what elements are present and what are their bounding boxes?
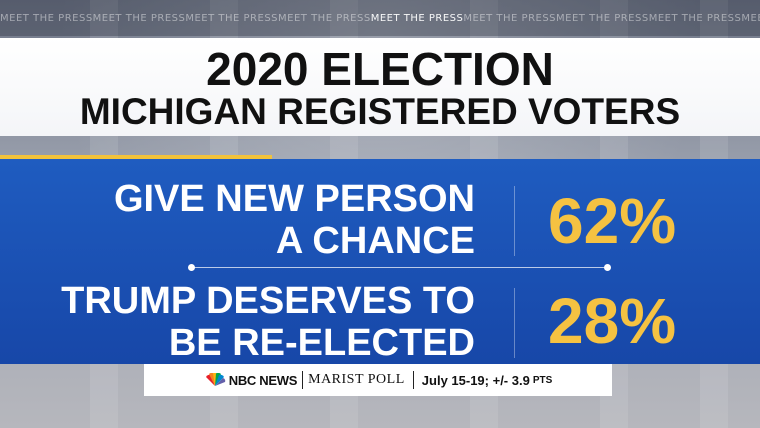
poll-dates: July 15-19; +/- 3.9: [421, 372, 530, 388]
brand-name: NBC NEWS: [228, 372, 298, 388]
title-panel: 2020 ELECTION MICHIGAN REGISTERED VOTERS: [0, 38, 760, 136]
nbc-peacock-icon: [205, 373, 225, 386]
source-footer: NBC NEWS MARIST POLL July 15-19; +/- 3.9…: [144, 364, 612, 396]
result-label-1: GIVE NEW PERSON A CHANCE: [114, 178, 475, 262]
footer-separator: [412, 371, 414, 389]
row-separator: [514, 186, 515, 256]
accent-bar: [0, 155, 272, 159]
ticker-item: MEET THE PRESS: [0, 12, 93, 24]
ticker-item: MEET THE PRESS: [463, 12, 557, 24]
result-value-2: 28%: [548, 285, 677, 357]
chart-subtitle: MICHIGAN REGISTERED VOTERS: [79, 91, 681, 132]
divider-dot-left: [188, 264, 195, 271]
poll-name: MARIST POLL: [308, 372, 405, 387]
ticker-item: MEET THE PRESS: [185, 12, 279, 24]
ticker-item: MEET THE PRESS: [278, 12, 371, 24]
results-panel: [0, 159, 760, 364]
result-label-1-line-1: GIVE NEW PERSON: [113, 178, 475, 220]
footer-separator: [302, 371, 304, 389]
result-label-2-line-2: BE RE-ELECTED: [168, 322, 475, 364]
show-ticker: MEET THE PRESS MEET THE PRESS MEET THE PRE…: [0, 0, 760, 36]
divider-dot-right: [604, 264, 611, 271]
ticker-item: MEET THE PRESS: [92, 12, 186, 24]
result-label-1-line-2: A CHANCE: [275, 220, 475, 262]
result-label-2-line-1: TRUMP DESERVES TO: [61, 280, 475, 322]
moe-unit: PTS: [532, 374, 553, 386]
row-divider: [191, 267, 608, 268]
row-separator: [514, 288, 515, 358]
ticker-item: MEET THE PRESS: [370, 12, 464, 24]
ticker-item: MEET THE PRESS: [741, 12, 760, 24]
ticker-item: MEET THE PRESS: [556, 12, 649, 24]
result-value-1: 62%: [548, 185, 677, 257]
ticker-item: MEET THE PRESS: [648, 12, 742, 24]
result-label-2: TRUMP DESERVES TO BE RE-ELECTED: [61, 280, 475, 364]
chart-title: 2020 ELECTION: [206, 43, 554, 95]
